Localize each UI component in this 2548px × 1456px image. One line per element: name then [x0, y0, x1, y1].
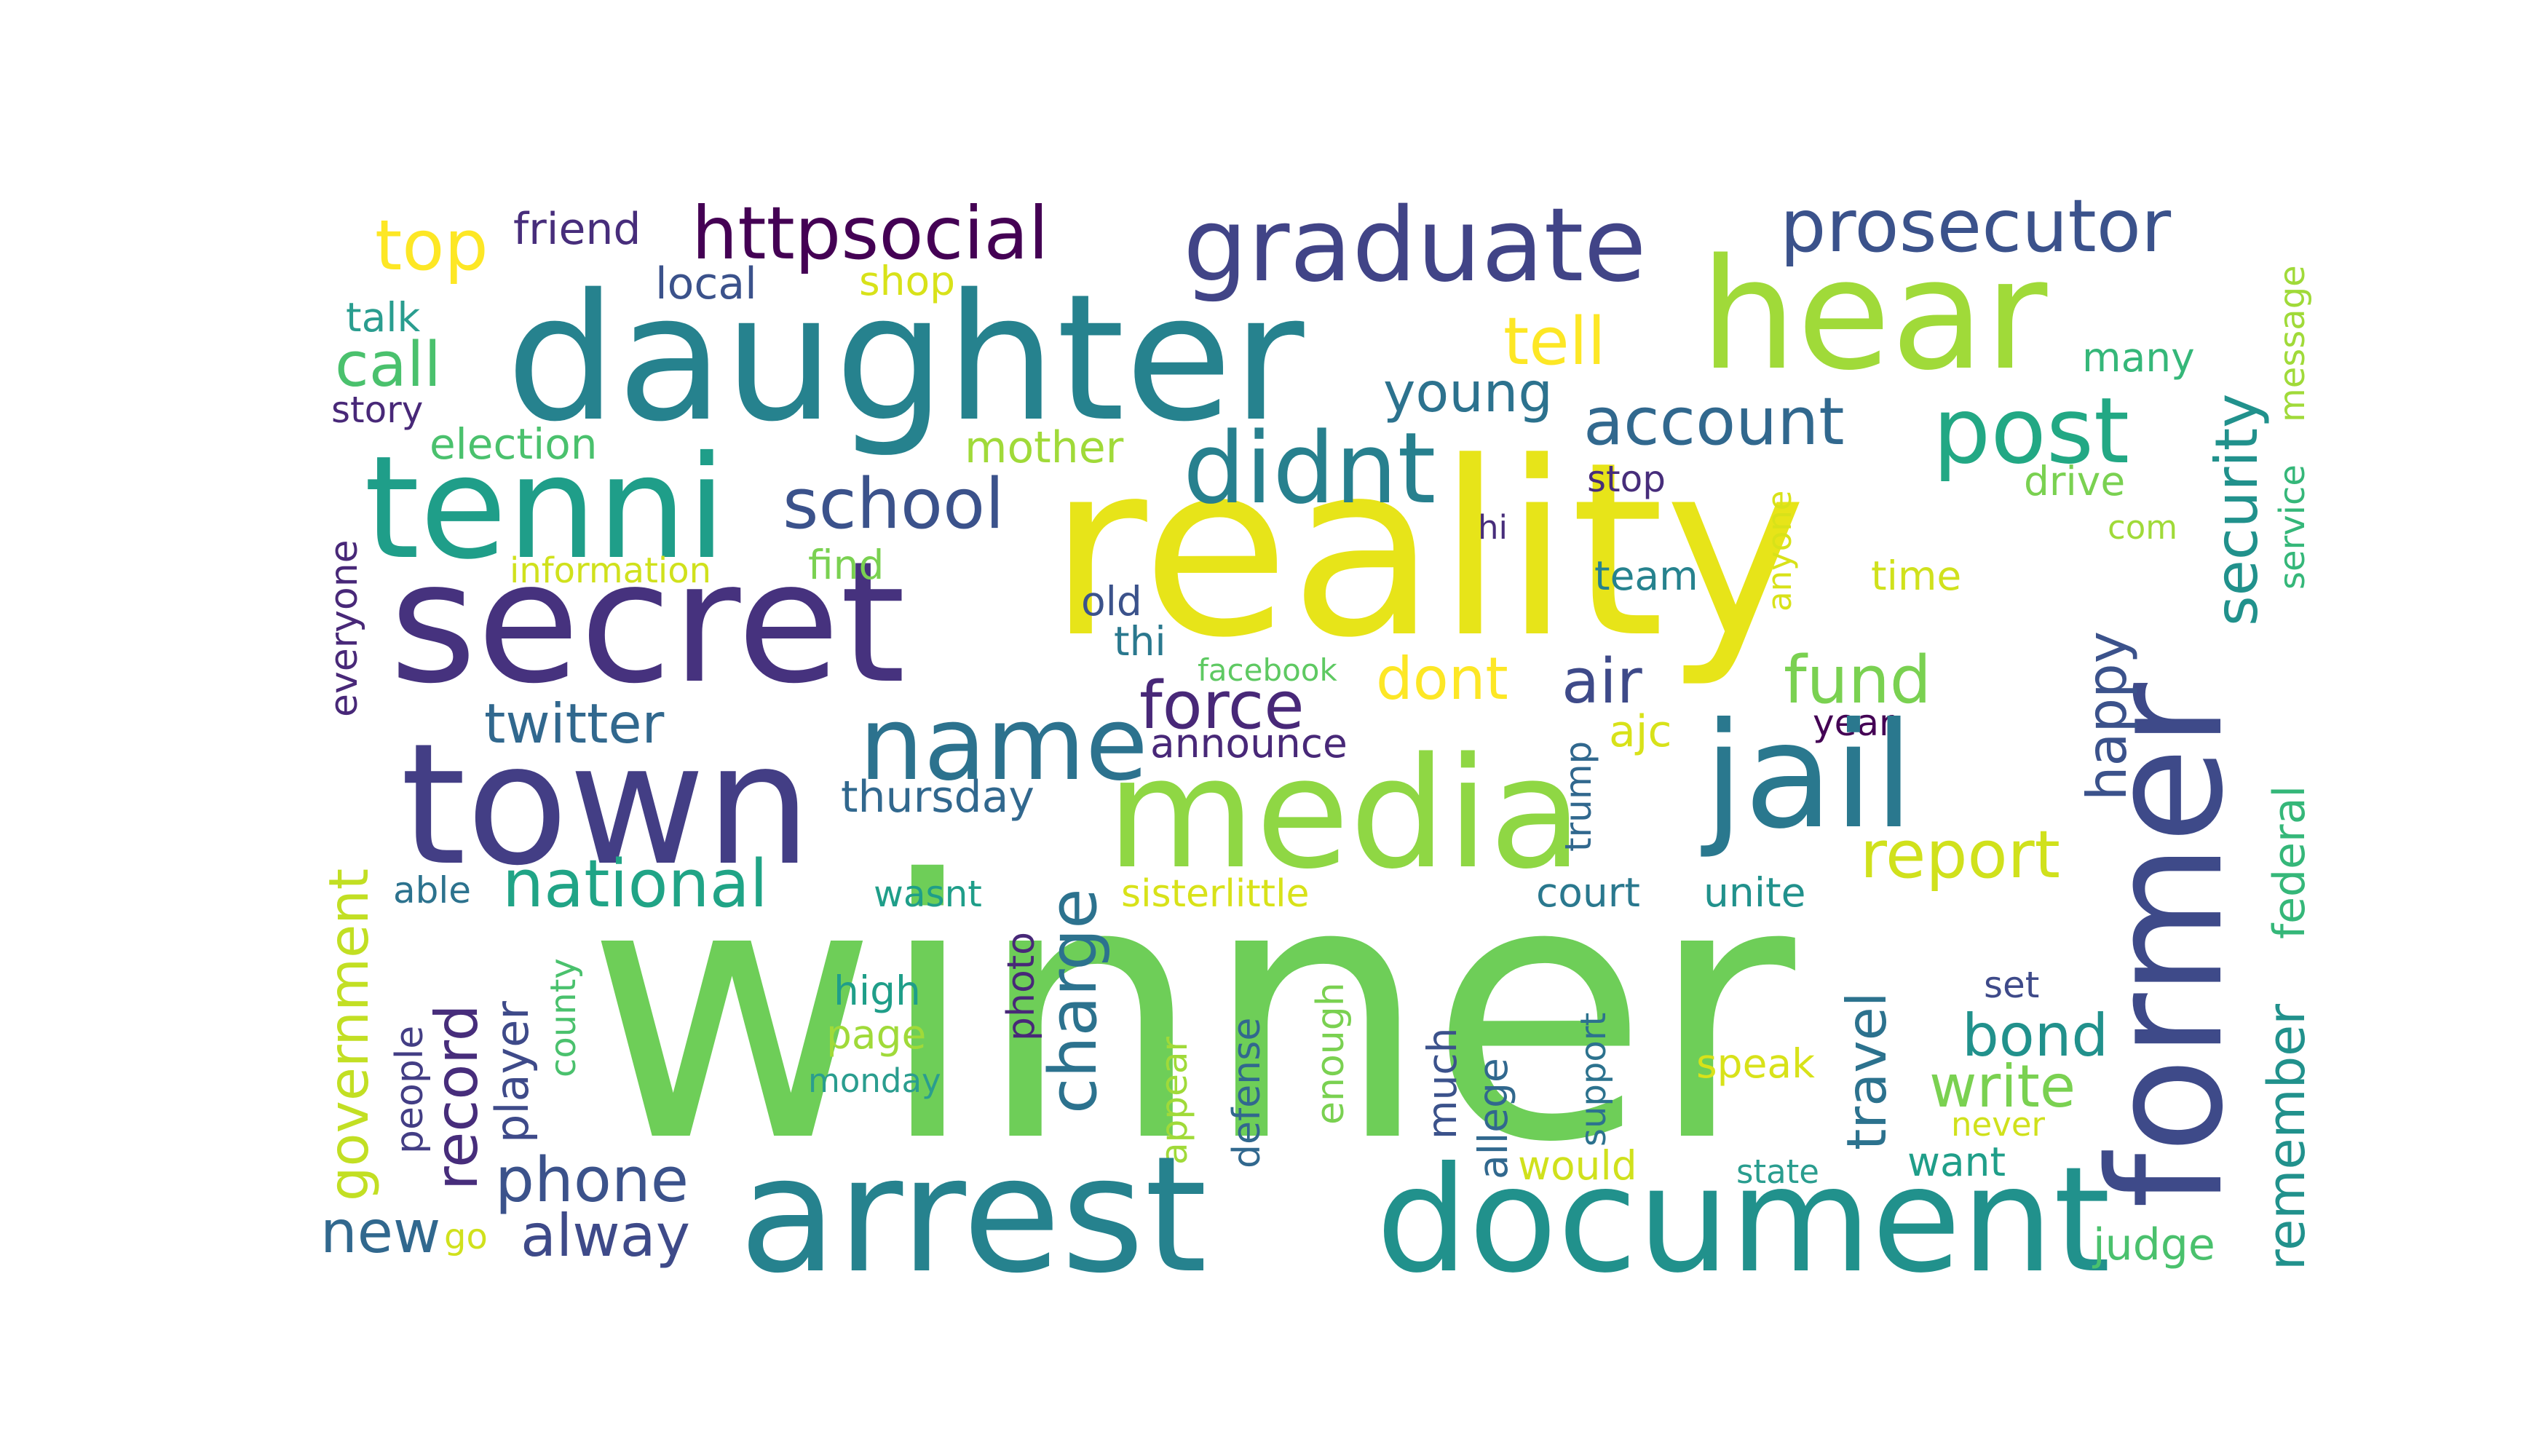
word-announce: announce	[1150, 720, 1348, 767]
word-story: story	[331, 389, 423, 431]
word-didnt: didnt	[1183, 411, 1436, 526]
word-judge: judge	[2092, 1219, 2215, 1270]
word-record: record	[423, 1004, 491, 1190]
word-call: call	[335, 329, 441, 401]
word-local: local	[655, 258, 757, 309]
word-never: never	[1951, 1105, 2046, 1144]
word-account: account	[1583, 384, 1845, 460]
word-jail: jail	[1701, 692, 1914, 861]
word-would: would	[1518, 1142, 1637, 1189]
word-thursday: thursday	[841, 772, 1034, 823]
word-service: service	[2272, 464, 2313, 590]
word-travel: travel	[1835, 992, 1899, 1150]
word-county: county	[543, 958, 584, 1077]
word-want: want	[1907, 1139, 2006, 1185]
word-photo: photo	[1000, 932, 1043, 1041]
word-mother: mother	[965, 422, 1124, 473]
word-name: name	[859, 685, 1148, 804]
word-high: high	[834, 968, 921, 1014]
word-wasnt: wasnt	[874, 873, 982, 915]
word-bond: bond	[1962, 1002, 2108, 1069]
word-air: air	[1562, 646, 1642, 718]
word-tenni: tenni	[364, 425, 727, 590]
word-election: election	[430, 419, 597, 469]
word-information: information	[510, 550, 711, 591]
word-page: page	[826, 1011, 926, 1058]
word-graduate: graduate	[1183, 186, 1647, 305]
word-people: people	[388, 1026, 432, 1154]
word-appear: appear	[1153, 1036, 1195, 1165]
word-trump: trump	[1557, 741, 1599, 852]
word-report: report	[1860, 817, 2060, 893]
word-document: document	[1376, 1136, 2110, 1305]
word-ajc: ajc	[1609, 706, 1671, 757]
word-able: able	[393, 869, 471, 911]
word-federal: federal	[2264, 786, 2315, 939]
word-everyone: everyone	[323, 539, 366, 717]
word-allege: allege	[1470, 1058, 1516, 1179]
word-enough: enough	[1309, 982, 1353, 1125]
word-post: post	[1933, 379, 2129, 484]
word-prosecutor: prosecutor	[1780, 183, 2172, 269]
word-com: com	[2108, 508, 2177, 547]
word-sisterlittle: sisterlittle	[1121, 872, 1310, 916]
word-anyone: anyone	[1760, 491, 1799, 612]
word-write: write	[1929, 1053, 2076, 1120]
word-security: security	[2203, 394, 2271, 626]
word-twitter: twitter	[484, 692, 665, 756]
word-stop: stop	[1587, 458, 1666, 500]
word-many: many	[2082, 334, 2195, 381]
word-happy: happy	[2075, 631, 2139, 801]
word-phone: phone	[495, 1144, 689, 1216]
word-set: set	[1984, 964, 2039, 1006]
word-much: much	[1419, 1027, 1465, 1139]
word-former: former	[2075, 682, 2258, 1208]
word-httpsocial: httpsocial	[692, 191, 1048, 276]
word-support: support	[1573, 1013, 1614, 1147]
word-message: message	[2272, 265, 2313, 422]
word-young: young	[1383, 360, 1553, 424]
word-media: media	[1107, 724, 1583, 903]
word-force: force	[1139, 668, 1305, 744]
word-drive: drive	[2024, 458, 2125, 505]
word-reality: reality	[1048, 411, 1807, 690]
word-facebook: facebook	[1198, 652, 1338, 688]
word-go: go	[444, 1216, 488, 1257]
word-monday: monday	[808, 1061, 941, 1100]
word-charge: charge	[1035, 888, 1112, 1114]
word-tell: tell	[1503, 304, 1606, 380]
word-dont: dont	[1376, 645, 1508, 713]
word-winner: winner	[586, 804, 1799, 1220]
word-shop: shop	[859, 258, 955, 304]
word-remember: remember	[2257, 1004, 2316, 1270]
word-year: year	[1813, 702, 1894, 744]
word-speak: speak	[1696, 1040, 1815, 1087]
word-hear: hear	[1700, 226, 2048, 404]
word-arrest: arrest	[739, 1122, 1207, 1308]
word-find: find	[808, 542, 884, 588]
word-top: top	[375, 206, 488, 286]
word-school: school	[783, 464, 1005, 545]
word-secret: secret	[389, 526, 906, 721]
word-friend: friend	[513, 204, 641, 255]
word-alway: alway	[521, 1202, 690, 1270]
word-daughter: daughter	[506, 256, 1305, 460]
word-town: town	[400, 708, 812, 903]
word-national: national	[502, 846, 768, 922]
word-defense: defense	[1225, 1018, 1269, 1168]
word-new: new	[320, 1198, 440, 1266]
word-team: team	[1594, 553, 1698, 599]
word-fund: fund	[1784, 642, 1931, 719]
word-time: time	[1871, 553, 1961, 599]
word-player: player	[486, 1001, 539, 1143]
word-talk: talk	[346, 294, 421, 341]
word-old: old	[1081, 578, 1142, 625]
word-hi: hi	[1478, 508, 1508, 547]
word-unite: unite	[1704, 869, 1805, 916]
word-thi: thi	[1114, 618, 1166, 665]
word-state: state	[1736, 1152, 1819, 1191]
word-government: government	[317, 869, 381, 1201]
word-court: court	[1536, 869, 1640, 916]
